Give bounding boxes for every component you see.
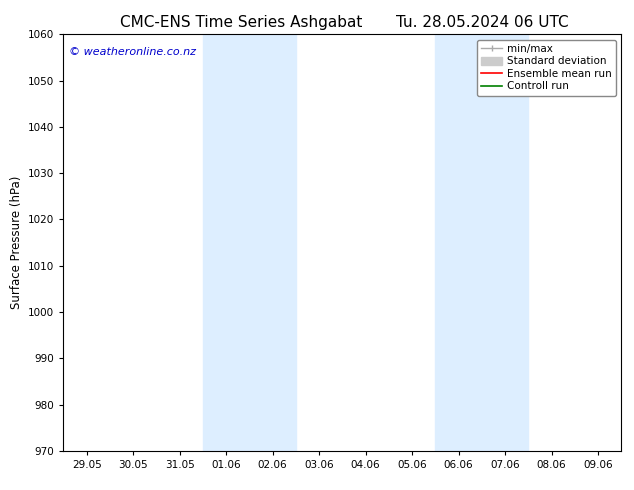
Bar (436, 34, 528, 451)
Text: © weatheronline.co.nz: © weatheronline.co.nz (69, 47, 196, 57)
Legend: min/max, Standard deviation, Ensemble mean run, Controll run: min/max, Standard deviation, Ensemble me… (477, 40, 616, 96)
Y-axis label: Surface Pressure (hPa): Surface Pressure (hPa) (10, 176, 23, 309)
Text: Tu. 28.05.2024 06 UTC: Tu. 28.05.2024 06 UTC (396, 15, 568, 30)
Text: CMC-ENS Time Series Ashgabat: CMC-ENS Time Series Ashgabat (120, 15, 362, 30)
Bar (203, 34, 296, 451)
